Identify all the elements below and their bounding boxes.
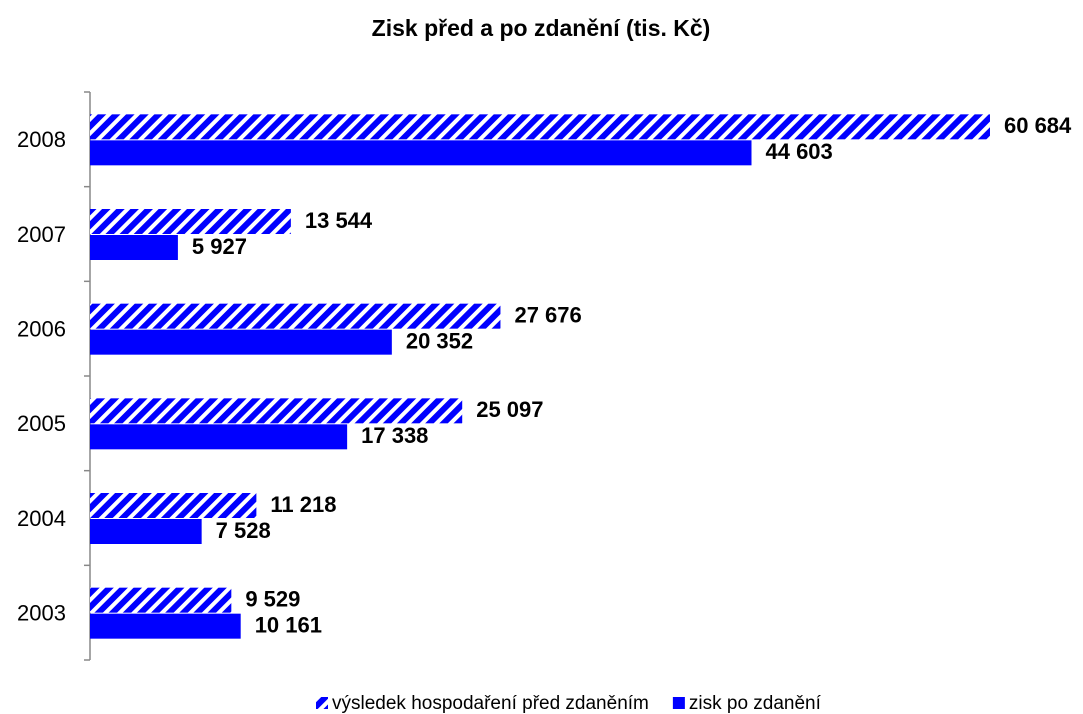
y-tick-label: 2003	[17, 600, 66, 625]
data-label: 5 927	[192, 234, 247, 259]
data-label: 25 097	[476, 397, 543, 422]
data-label: 13 544	[305, 208, 373, 233]
data-label: 7 528	[216, 518, 271, 543]
y-tick-label: 2004	[17, 506, 66, 531]
bar	[90, 235, 178, 260]
bar	[90, 209, 291, 234]
data-label: 11 218	[270, 492, 336, 517]
bar	[90, 424, 348, 450]
legend-swatch	[672, 697, 685, 709]
data-label: 27 676	[514, 302, 581, 327]
data-label: 44 603	[765, 139, 832, 164]
bar	[90, 398, 463, 424]
data-label: 10 161	[255, 612, 322, 637]
y-tick-label: 2006	[17, 316, 66, 341]
bar	[90, 140, 752, 166]
data-label: 20 352	[406, 328, 473, 353]
bar	[90, 329, 392, 355]
data-label: 9 529	[245, 586, 300, 611]
bar	[90, 114, 990, 140]
chart-title: Zisk před a po zdanění (tis. Kč)	[372, 15, 711, 41]
y-tick-label: 2007	[17, 222, 66, 247]
bar	[90, 587, 232, 613]
legend-label: zisk po zdanění	[689, 693, 822, 714]
y-tick-label: 2008	[17, 127, 66, 152]
data-label: 60 684	[1004, 113, 1072, 138]
data-label: 17 338	[361, 423, 428, 448]
bar	[90, 493, 257, 518]
legend-swatch	[316, 697, 328, 709]
legend-label: výsledek hospodaření před zdaněním	[332, 693, 649, 714]
y-tick-label: 2005	[17, 411, 66, 436]
bar	[90, 613, 241, 639]
bar	[90, 519, 202, 544]
bar	[90, 303, 501, 329]
